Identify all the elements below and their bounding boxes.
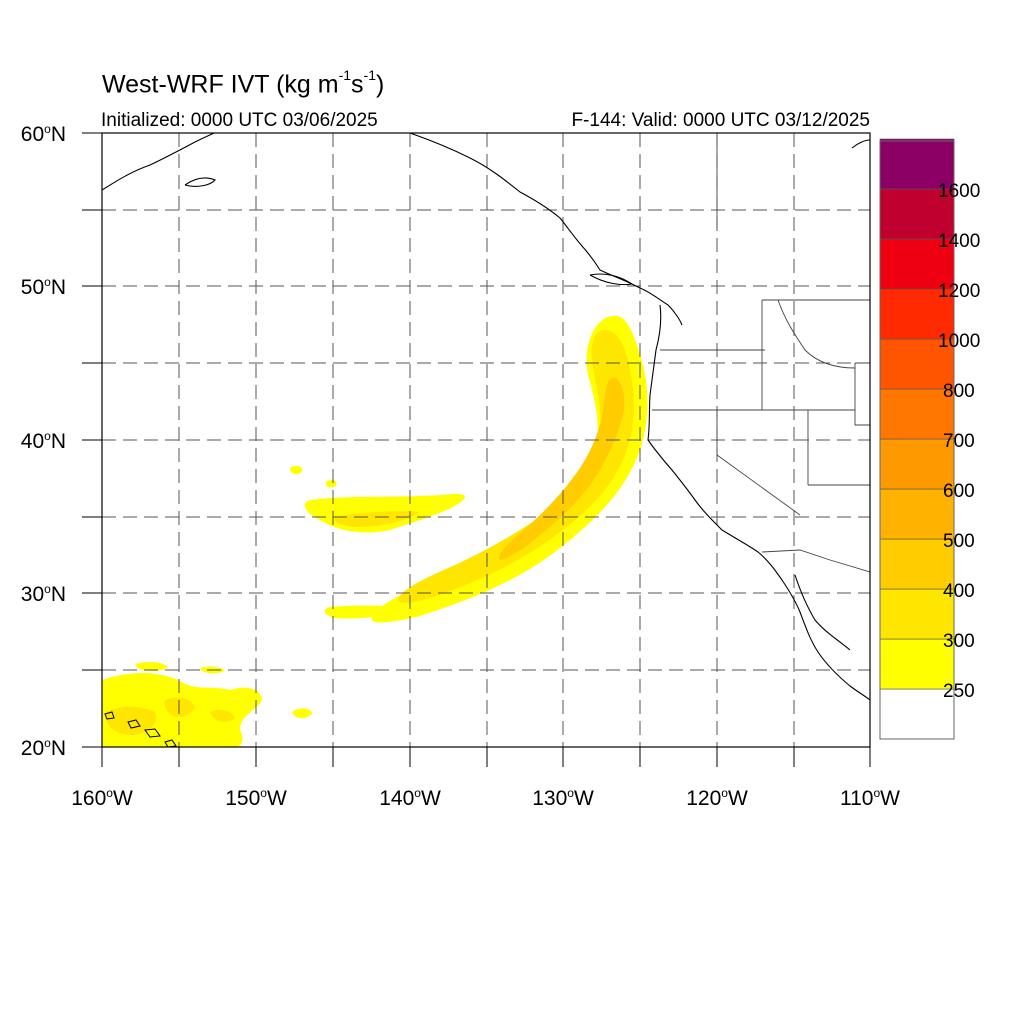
- colorbar-label: 700: [943, 431, 975, 452]
- lat-label: 30oN: [21, 582, 66, 606]
- colorbar-label: 1000: [938, 331, 980, 352]
- lon-label: 160oW: [71, 786, 133, 810]
- lon-label: 110oW: [840, 786, 900, 810]
- initialized-time: Initialized: 0000 UTC 03/06/2025: [101, 110, 378, 131]
- map-title: West-WRF IVT (kg m-1s-1): [102, 67, 385, 99]
- colorbar: 250 300 400 500 600 700 800 1000 1200 14…: [879, 138, 980, 740]
- colorbar-box: [879, 388, 955, 440]
- atmospheric-river-400: [499, 377, 625, 560]
- coastlines: [102, 133, 870, 701]
- colorbar-label: 1600: [938, 181, 980, 202]
- lat-label: 60oN: [21, 122, 66, 146]
- lon-label: 140oW: [379, 786, 441, 810]
- lat-label: 20oN: [21, 736, 66, 760]
- colorbar-box: [879, 688, 955, 740]
- hawaii-islands: [104, 711, 177, 748]
- colorbar-label: 250: [943, 681, 975, 702]
- colorbar-label: 1400: [938, 231, 980, 252]
- colorbar-box: [879, 238, 955, 290]
- west-coast: [647, 304, 870, 701]
- lat-label: 50oN: [21, 275, 66, 299]
- colorbar-box: [879, 138, 955, 190]
- colorbar-label: 600: [943, 481, 975, 502]
- longitude-labels: 160oW 150oW 140oW 130oW 120oW 110oW: [71, 786, 900, 810]
- colorbar-frame: [879, 140, 955, 740]
- colorbar-box: [879, 538, 955, 590]
- ivt-shading: [102, 315, 648, 747]
- lon-label: 130oW: [532, 786, 594, 810]
- colorbar-label: 500: [943, 531, 975, 552]
- latitude-labels: 60oN 50oN 40oN 30oN 20oN: [21, 122, 66, 760]
- colorbar-label: 800: [943, 381, 975, 402]
- colorbar-box: [879, 338, 955, 390]
- colorbar-boxes: [879, 138, 955, 740]
- lon-label: 150oW: [225, 786, 287, 810]
- graticule: [102, 133, 870, 747]
- colorbar-label: 1200: [938, 281, 980, 302]
- axis-ticks: [82, 132, 871, 767]
- lon-label: 120oW: [686, 786, 748, 810]
- valid-time: F-144: Valid: 0000 UTC 03/12/2025: [571, 110, 870, 131]
- colorbar-label: 300: [943, 631, 975, 652]
- colorbar-label: 400: [943, 581, 975, 602]
- lat-label: 40oN: [21, 429, 66, 453]
- state-boundaries: [652, 133, 870, 573]
